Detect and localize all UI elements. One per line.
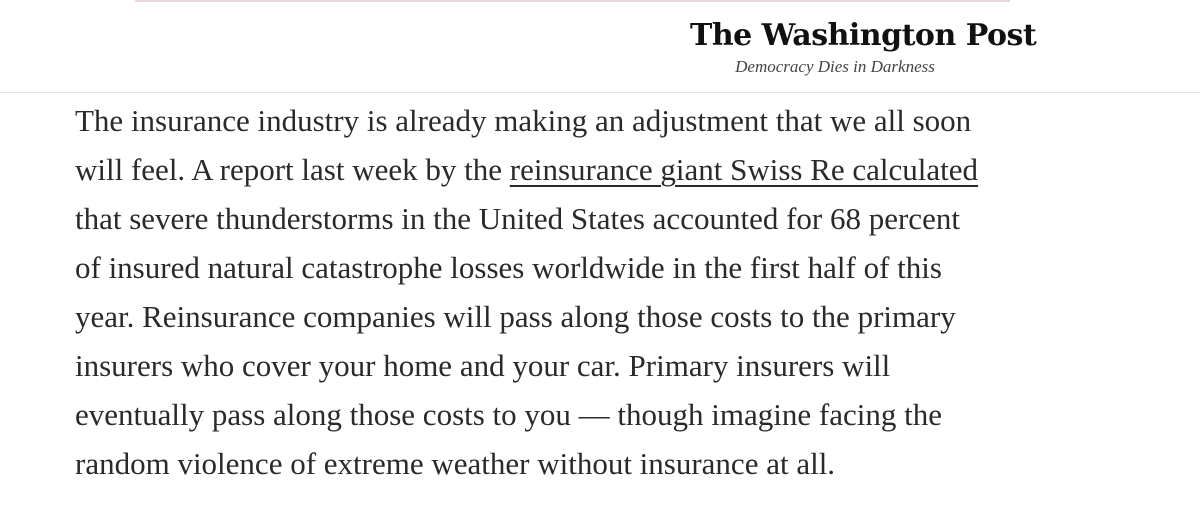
top-accent-rule bbox=[135, 0, 1010, 2]
paragraph-line-6: insurers who cover your home and your ca… bbox=[75, 348, 891, 383]
paragraph-line-2: will feel. A report last week by the rei… bbox=[75, 145, 1075, 194]
paragraph-line-7: eventually pass along those costs to you… bbox=[75, 397, 942, 432]
swiss-re-report-link[interactable]: reinsurance giant Swiss Re calculated bbox=[509, 152, 979, 187]
header-divider bbox=[0, 92, 1200, 93]
washington-post-logo[interactable]: The Washington Post bbox=[690, 18, 1037, 53]
article-paragraph: The insurance industry is already making… bbox=[75, 96, 1075, 488]
paragraph-line-1: The insurance industry is already making… bbox=[75, 103, 972, 138]
paragraph-line-2-text: will feel. A report last week by the bbox=[75, 152, 510, 187]
masthead-tagline: Democracy Dies in Darkness bbox=[735, 57, 935, 76]
paragraph-line-5: year. Reinsurance companies will pass al… bbox=[75, 299, 956, 334]
masthead: The Washington Post Democracy Dies in Da… bbox=[690, 16, 1037, 77]
paragraph-line-3: that severe thunderstorms in the United … bbox=[75, 201, 960, 236]
paragraph-line-8: random violence of extreme weather witho… bbox=[75, 446, 836, 481]
paragraph-line-4: of insured natural catastrophe losses wo… bbox=[75, 250, 942, 285]
